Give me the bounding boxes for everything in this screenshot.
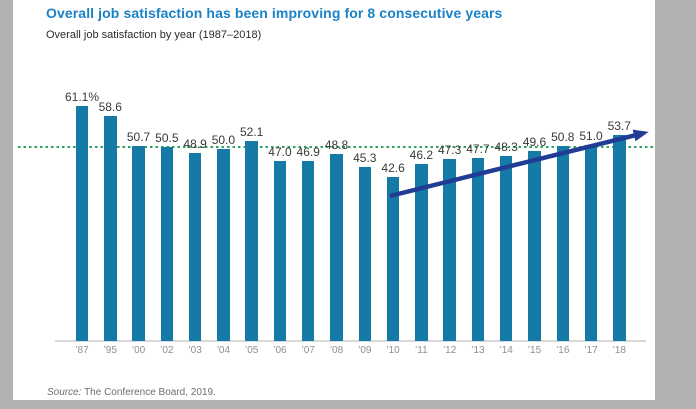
reference-dotted-line: [18, 146, 654, 149]
x-tick-label: ’02: [160, 345, 174, 356]
chart-panel: Overall job satisfaction has been improv…: [13, 0, 655, 400]
x-tick-label: ’08: [329, 345, 344, 356]
bar-value-label: 58.6: [98, 99, 122, 114]
bar-value-label: 50.7: [126, 130, 151, 145]
x-tick-label: ’15: [527, 345, 542, 356]
x-tick-label: ’07: [301, 345, 315, 356]
source-label: Source:: [47, 387, 82, 398]
x-tick-label: ’16: [556, 345, 570, 356]
chart-subtitle: Overall job satisfaction by year (1987–2…: [46, 29, 262, 41]
bar: [471, 157, 485, 341]
bar: [499, 155, 513, 341]
bar: [104, 115, 117, 341]
bar: [188, 153, 202, 341]
x-tick-label: ’17: [584, 345, 598, 356]
bar-value-label: 50.0: [211, 133, 236, 147]
bar: [443, 159, 456, 341]
bar: [160, 147, 174, 341]
bar: [132, 146, 145, 341]
bar-value-label: 61.1%: [64, 90, 100, 105]
bar: [415, 163, 428, 341]
bar-value-label: 45.3: [353, 151, 377, 166]
x-tick-label: ’05: [244, 345, 259, 356]
bar-value-label: 46.9: [296, 144, 320, 159]
x-tick-label: ’00: [131, 345, 146, 356]
x-tick-label: ’18: [612, 345, 626, 356]
x-axis-line: [55, 340, 646, 342]
x-tick-label: ’10: [386, 345, 400, 356]
x-tick-label: ’06: [273, 345, 287, 356]
x-tick-label: ’12: [442, 345, 457, 356]
bar-value-label: 48.9: [183, 137, 207, 152]
bar: [528, 150, 541, 341]
x-tick-label: ’95: [103, 345, 117, 356]
bar-value-label: 52.1: [239, 124, 264, 139]
x-tick-label: ’87: [75, 345, 89, 356]
bar: [613, 134, 626, 341]
bar: [330, 153, 343, 341]
bar: [217, 149, 230, 341]
source-note: Source: The Conference Board, 2019.: [47, 387, 216, 398]
bar-value-label: 53.7: [607, 118, 631, 133]
x-tick-label: ’04: [216, 345, 231, 356]
x-tick-label: ’09: [358, 345, 372, 356]
bar-value-label: 47.0: [268, 144, 292, 159]
bar-chart: 61.1% 58.6 50.7 50.5 48.9 50.0 52.1 47.0 46.9 48.…: [13, 0, 655, 400]
bar: [75, 106, 89, 341]
bar-value-label: 42.6: [381, 161, 405, 176]
bar: [556, 145, 569, 341]
x-tick-label: ’14: [499, 345, 513, 356]
bar: [386, 177, 400, 341]
bar: [584, 145, 598, 341]
bar-value-label: 50.5: [155, 131, 179, 146]
bar: [358, 167, 372, 341]
bar: [245, 140, 258, 341]
x-tick-label: ’13: [471, 345, 485, 356]
page-title: Overall job satisfaction has been improv…: [46, 5, 503, 21]
x-tick-label: ’03: [188, 345, 202, 356]
bar-value-label: 48.8: [324, 137, 349, 152]
source-text: The Conference Board, 2019.: [81, 387, 216, 398]
bar: [301, 160, 315, 341]
bar: [273, 160, 287, 341]
x-tick-label: ’11: [415, 345, 428, 356]
